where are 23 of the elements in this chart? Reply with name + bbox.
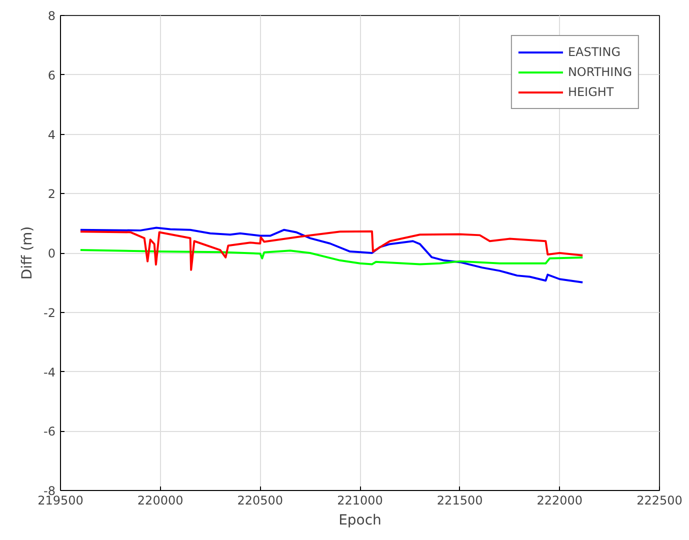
x-tick-label: 222500 [636, 494, 682, 508]
x-tick-label: 220500 [237, 494, 284, 508]
legend-label: NORTHING [568, 65, 632, 79]
x-axis-title: Epoch [338, 512, 382, 528]
line-series [79, 249, 584, 266]
x-tick-label: 219500 [38, 494, 84, 508]
y-tick-label: 4 [48, 128, 56, 142]
x-tick-label: 222000 [536, 494, 583, 508]
x-tick-label: 221000 [337, 494, 383, 508]
line-series [79, 226, 584, 284]
y-tick-label: 6 [48, 68, 56, 82]
y-tick-label: 0 [48, 246, 56, 260]
legend-label: HEIGHT [568, 85, 614, 99]
y-tick-label: -6 [44, 424, 56, 439]
y-tick-label: -4 [44, 365, 56, 380]
y-tick-label: 8 [48, 9, 56, 23]
y-axis-title: Diff (m) [20, 226, 36, 280]
y-tick-label: -2 [44, 306, 56, 320]
x-tick-label: 220000 [137, 494, 184, 508]
x-tick-label: 221500 [436, 494, 483, 508]
line-series [79, 230, 584, 271]
y-tick-label: 2 [48, 187, 56, 202]
legend-label: EASTING [568, 45, 620, 59]
